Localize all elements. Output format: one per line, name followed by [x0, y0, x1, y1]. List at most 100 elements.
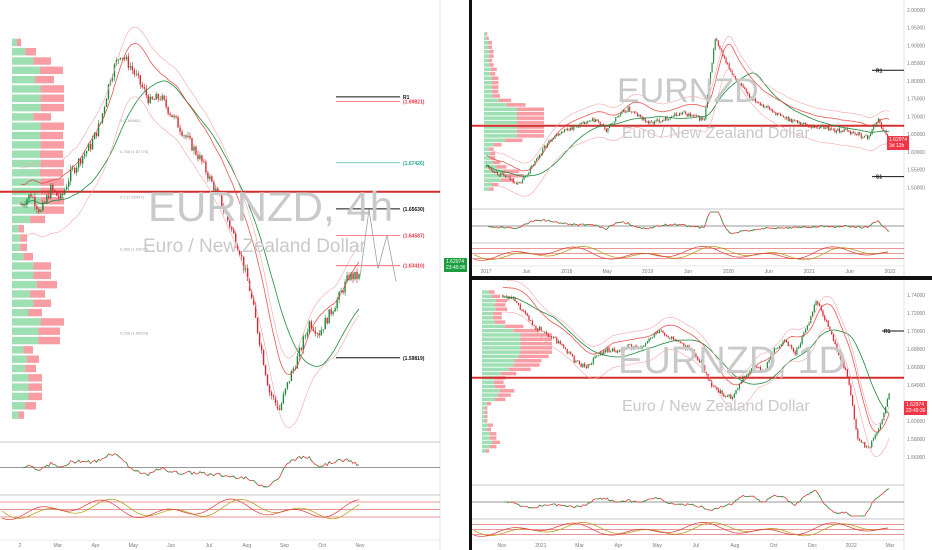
candle-body	[534, 160, 536, 166]
candle-body	[668, 118, 670, 120]
volume-profile-bar-up	[484, 151, 491, 156]
volume-profile-bar-up	[482, 333, 521, 337]
chart-pane-eurnzd-weekly[interactable]: 2.00000 1.95000 1.90000 1.85000 1.80000 1.750…	[472, 0, 932, 276]
candle-body	[304, 335, 307, 337]
price-badge: 1.62974 3d 12h	[887, 136, 910, 150]
candle-body	[494, 171, 496, 173]
candle-body	[624, 348, 626, 350]
candle-body	[260, 345, 263, 351]
candle-body	[589, 364, 591, 365]
candle-body	[878, 428, 880, 433]
price-axis-tick-label: 1.90000	[907, 43, 925, 49]
volume-profile-bar-up	[484, 107, 517, 112]
candle-body	[64, 189, 66, 195]
price-axis-tick-label: 1.70000	[907, 114, 925, 120]
volume-profile-bar-down	[489, 63, 494, 67]
candle-body	[268, 385, 271, 393]
candle-body	[44, 202, 46, 203]
candle-body	[728, 63, 730, 69]
candle-body	[747, 373, 749, 376]
candle-body	[554, 336, 556, 338]
candle-body	[626, 111, 628, 113]
candle-body	[207, 172, 209, 179]
volume-profile-bar-up	[12, 159, 41, 168]
chart-svg-weekly[interactable]: 2.00000 1.95000 1.90000 1.85000 1.80000 1.750…	[472, 0, 932, 276]
candle-body	[777, 348, 779, 349]
price-axis-tick-label: 1.58000	[907, 437, 925, 443]
time-axis-tick-label: Apr	[615, 543, 623, 549]
candle-body	[535, 325, 537, 330]
candle-body	[634, 346, 636, 348]
candle-body	[867, 446, 869, 448]
volume-profile-bar-up	[484, 187, 490, 191]
chart-svg-daily[interactable]: 1.74000 1.72000 1.70000 1.68000 1.66000 1.640…	[472, 280, 932, 550]
candle-body	[851, 395, 854, 406]
price-axis-tick-label: 1.55000	[907, 168, 925, 174]
candle-body	[521, 309, 523, 311]
candle-body	[608, 124, 611, 129]
volume-profile-bar-up	[12, 327, 39, 335]
level-label: (1.64587)	[403, 234, 425, 240]
candle-body	[714, 386, 716, 388]
chart-svg-4h[interactable]: R1(1.69821) (1.67426) (1.65630) (1.64587) (1…	[0, 0, 469, 550]
volume-profile-bar-down	[486, 427, 491, 432]
candle-body	[217, 188, 219, 192]
candle-body	[498, 174, 500, 176]
candle-body	[215, 188, 217, 191]
stochastic-d-line	[1, 498, 360, 520]
volume-profile-bar-down	[495, 307, 508, 311]
candle-body	[829, 128, 831, 131]
candle-body	[868, 136, 870, 139]
candle-body	[566, 349, 568, 354]
candle-body	[602, 124, 604, 127]
candle-body	[312, 328, 314, 331]
candle-body	[258, 332, 261, 346]
candle-body	[91, 139, 94, 150]
candle-body	[865, 446, 868, 448]
volume-profile-bar-down	[25, 47, 36, 56]
volume-profile-bar-down	[517, 129, 544, 134]
chart-pane-eurnzd-4h[interactable]: R1 (1.69821) (1.67426) (1.65630) (1.64587) (1…	[0, 0, 469, 550]
candle-body	[603, 350, 605, 355]
candle-body	[871, 440, 873, 448]
fib-level-label: 1 (1.68982)	[120, 118, 141, 123]
candle-body	[599, 121, 601, 126]
candle-body	[185, 135, 187, 137]
volume-profile-bar-down	[40, 122, 64, 130]
projection-path	[359, 209, 397, 282]
time-axis-tick-label: 2	[19, 543, 22, 549]
candle-body	[83, 153, 86, 157]
candle-body	[542, 331, 544, 332]
candle-body	[695, 354, 697, 357]
time-axis-tick-label: Mar	[886, 543, 895, 549]
chart-pane-eurnzd-daily[interactable]: 1.74000 1.72000 1.70000 1.68000 1.66000 1.640…	[472, 280, 932, 550]
candle-body	[326, 317, 328, 324]
candle-body	[113, 64, 116, 78]
time-axis-tick-label: Dec	[808, 543, 817, 549]
candle-body	[167, 106, 169, 114]
candle-body	[725, 57, 727, 63]
candle-body	[646, 120, 648, 122]
candle-body	[630, 111, 632, 113]
candle-body	[574, 125, 576, 127]
candle-body	[706, 94, 708, 108]
fib-level-label: 0.382 (1.63973)	[120, 246, 149, 251]
candle-body	[209, 176, 211, 179]
candle-body	[801, 123, 803, 125]
candle-body	[692, 114, 694, 116]
volume-profile-bar-up	[484, 156, 491, 160]
pane-divider-vertical[interactable]	[469, 0, 472, 550]
candle-body	[756, 101, 758, 103]
volume-profile-bar-down	[485, 32, 488, 36]
volume-profile-bar-down	[506, 103, 526, 107]
candle-body	[807, 125, 809, 127]
candle-body	[657, 331, 659, 333]
pane-divider-horizontal[interactable]	[472, 276, 932, 280]
candle-body	[761, 370, 763, 372]
candle-body	[806, 325, 808, 330]
candle-body	[817, 127, 819, 129]
candle-body	[237, 245, 239, 251]
candle-body	[761, 104, 763, 106]
candle-body	[552, 336, 554, 338]
candle-body	[791, 345, 793, 349]
